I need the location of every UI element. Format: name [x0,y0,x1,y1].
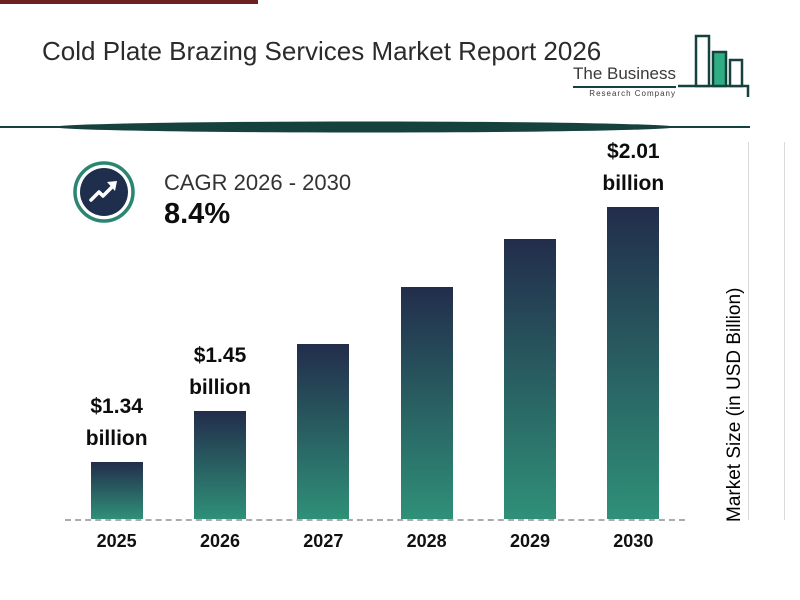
bar-value-label: $1.45 billion [189,344,251,399]
gridline-vertical [784,142,785,520]
logo-rule [573,86,676,88]
section-divider [0,121,750,133]
bar-2030 [607,207,660,519]
x-ticks-row: 2025 2026 2027 2028 2029 2030 [65,531,685,552]
bar-2025 [90,462,143,519]
bars-row: $1.34 billion $1.45 billion $2.01 billion [65,140,685,521]
bar-column [375,287,478,519]
x-tick-2026: 2026 [199,531,241,551]
bar-2027 [297,344,350,519]
bar-column: $2.01 billion [582,136,685,519]
bar-value-label: $2.01 billion [602,140,665,195]
growth-arrow-icon [73,161,135,223]
bar-2028 [400,287,453,519]
cagr-period-label: CAGR 2026 - 2030 [164,170,352,195]
top-accent-bar [0,0,258,4]
x-tick-2028: 2028 [406,531,447,551]
bar-column [272,344,375,519]
bar-2026 [193,411,246,519]
bar-2029 [503,239,556,519]
company-logo: The Business Research Company [573,34,752,98]
bar-chart-logo-icon [678,34,750,97]
bar-column: $1.45 billion [168,340,271,519]
x-tick-2025: 2025 [96,531,137,551]
x-tick-2030: 2030 [613,531,654,551]
company-subname: Research Company [589,89,676,98]
bar-value-label: $1.34 billion [85,395,148,450]
x-tick-2027: 2027 [303,531,344,551]
bar-column [478,239,581,519]
y-axis-label: Market Size (in USD Billion) [724,287,745,522]
company-name: The Business [573,64,676,83]
bar-column: $1.34 billion [65,391,168,519]
cagr-value: 8.4% [164,198,231,230]
company-logo-text: The Business Research Company [573,64,676,98]
gridline-vertical [748,142,749,520]
x-tick-2029: 2029 [509,531,550,551]
page-title: Cold Plate Brazing Services Market Repor… [42,36,602,66]
